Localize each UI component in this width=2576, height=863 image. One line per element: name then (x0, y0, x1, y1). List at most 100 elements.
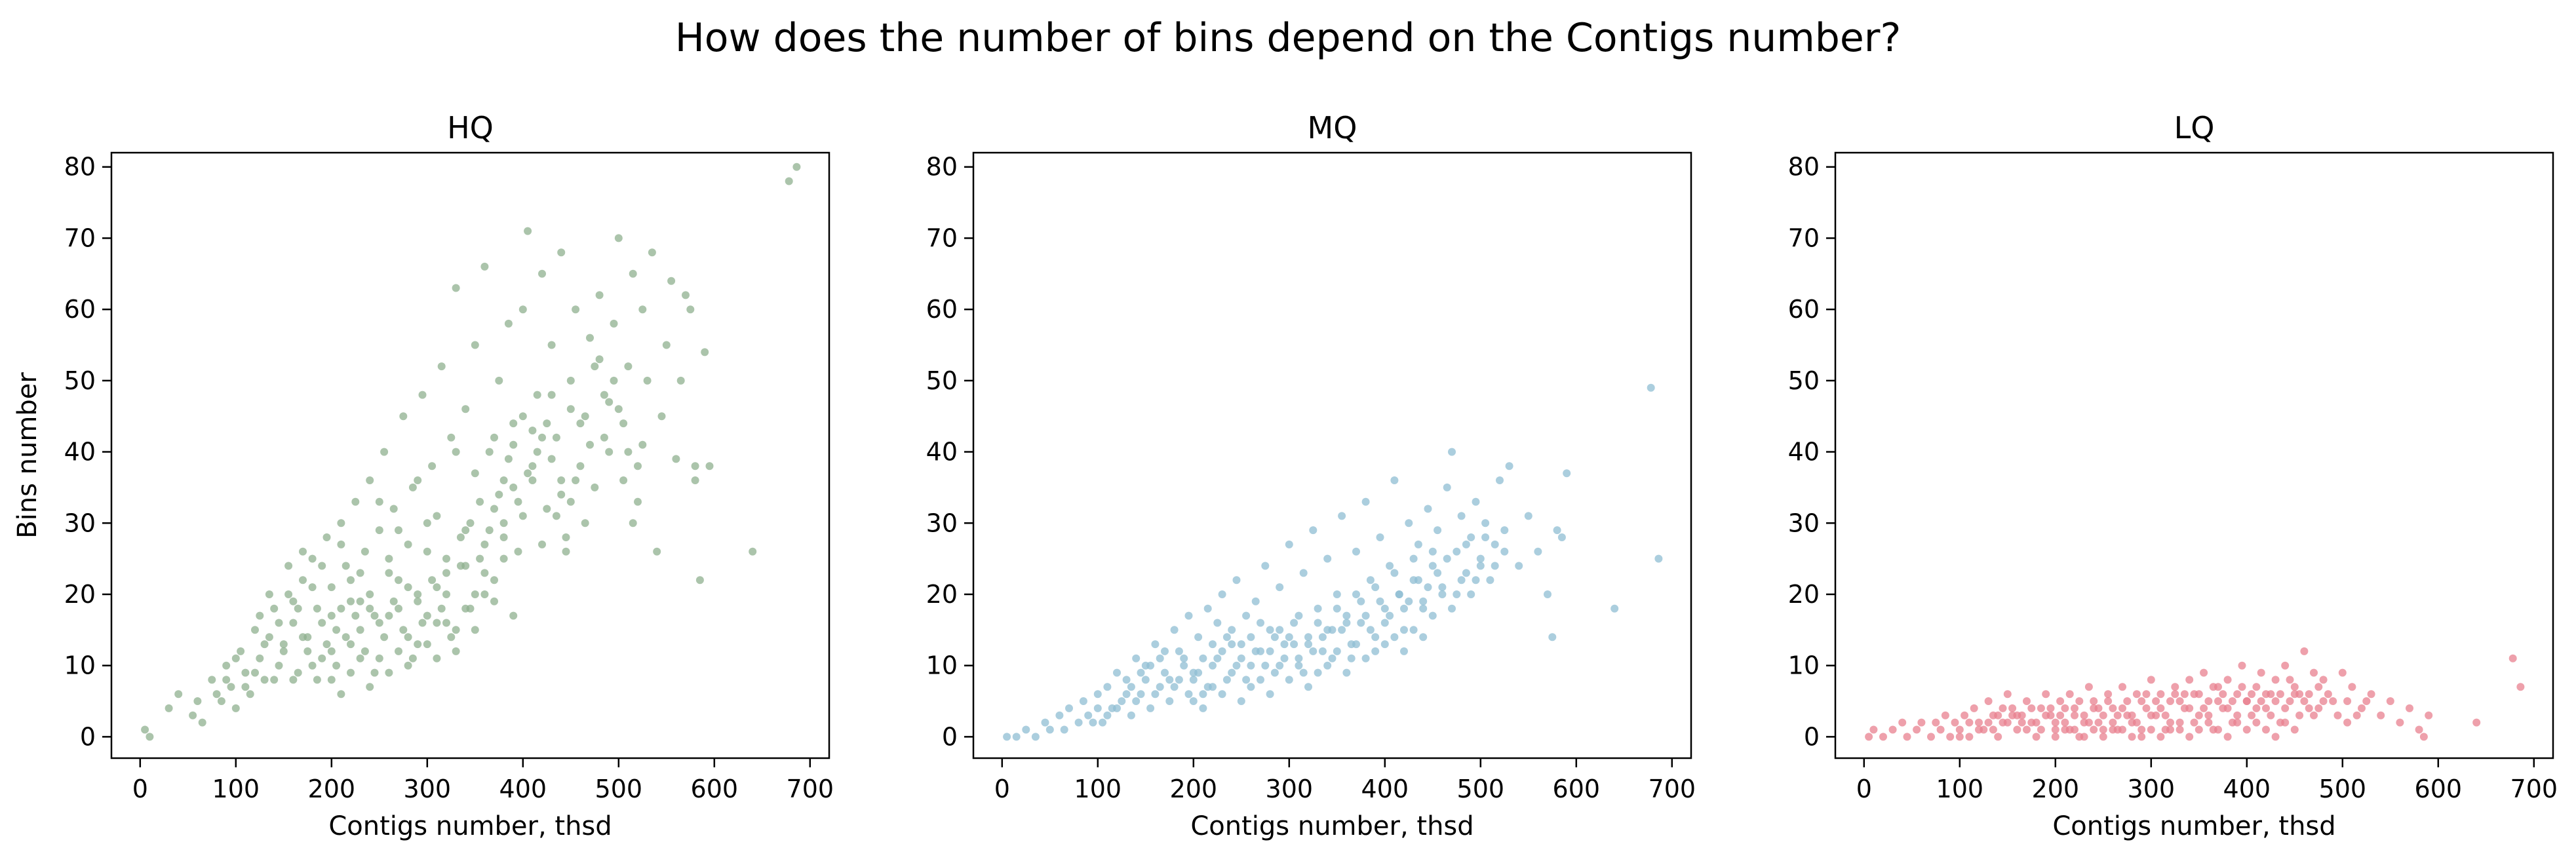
data-point (1405, 519, 1413, 527)
data-point (499, 533, 508, 541)
data-point (1443, 554, 1451, 563)
data-point (303, 647, 312, 655)
data-point (485, 526, 494, 535)
data-point (691, 462, 699, 470)
x-axis-label: Contigs number, thsd (1190, 811, 1473, 841)
data-point (490, 505, 498, 513)
data-point (2166, 725, 2174, 734)
data-point (237, 647, 245, 655)
data-point (366, 604, 374, 613)
data-point (1390, 476, 1399, 484)
x-tick-label: 400 (2223, 775, 2271, 803)
data-point (1380, 604, 1389, 613)
data-point (1913, 725, 1921, 734)
data-point (471, 626, 479, 634)
data-point (408, 654, 417, 662)
y-tick-label: 50 (64, 366, 96, 395)
data-point (2142, 704, 2151, 712)
data-point (2314, 704, 2323, 712)
data-point (2123, 697, 2132, 705)
data-point (634, 497, 642, 506)
data-point (624, 448, 633, 456)
data-point (1366, 626, 1375, 634)
data-point (1481, 519, 1490, 527)
data-point (1338, 512, 1346, 520)
data-point (2008, 704, 2017, 712)
data-point (2271, 697, 2280, 705)
data-point (538, 269, 546, 278)
data-point (490, 576, 498, 585)
data-point (701, 348, 709, 356)
data-point (395, 647, 402, 655)
data-point (2013, 725, 2021, 734)
panel-mq: 0 100 200 300 400 500 600 700 0 10 20 30 40 50 60 70 80 M… (926, 110, 1696, 841)
data-point (2080, 733, 2088, 741)
data-point (375, 497, 383, 506)
data-point (1371, 633, 1380, 642)
data-point (217, 697, 225, 705)
data-point (423, 519, 431, 527)
data-point (1079, 697, 1087, 705)
data-point (2310, 711, 2318, 719)
data-point (2233, 690, 2242, 699)
data-point (2008, 711, 2017, 719)
data-point (332, 626, 341, 634)
data-point (1156, 654, 1164, 662)
data-point (600, 391, 608, 399)
data-point (2056, 697, 2065, 705)
data-point (2137, 697, 2146, 705)
data-point (1476, 554, 1485, 563)
data-point (1965, 718, 1974, 727)
data-point (2406, 704, 2413, 712)
data-point (2137, 725, 2146, 734)
y-tick-label: 10 (64, 651, 96, 680)
data-point (1386, 562, 1394, 570)
data-point (337, 604, 345, 613)
data-point (1534, 547, 1542, 556)
x-tick-label: 600 (1553, 775, 1601, 803)
data-point (1647, 383, 1655, 392)
data-point (2152, 697, 2160, 705)
data-point (141, 725, 149, 734)
data-point (595, 355, 604, 364)
data-point (2314, 683, 2323, 691)
data-point (1462, 540, 1470, 548)
data-point (572, 305, 580, 314)
y-tick-label: 20 (926, 580, 958, 609)
data-point (1137, 668, 1145, 677)
y-tick-label: 60 (926, 295, 958, 324)
data-point (327, 611, 336, 620)
data-point (1879, 733, 1887, 741)
data-point (2185, 676, 2194, 684)
data-point (1285, 540, 1293, 548)
data-point (1338, 626, 1346, 634)
data-point (2319, 676, 2328, 684)
y-tick-label: 0 (80, 722, 96, 751)
data-point (476, 554, 484, 563)
data-point (785, 177, 793, 185)
data-point (2071, 711, 2078, 719)
data-point (2118, 704, 2126, 712)
x-axis-label: Contigs number, thsd (2052, 811, 2335, 841)
data-point (2415, 725, 2423, 734)
data-point (1898, 718, 1907, 727)
data-point (476, 497, 484, 506)
data-point (485, 448, 494, 456)
data-point (241, 668, 250, 677)
data-point (361, 647, 369, 655)
data-point (366, 683, 374, 691)
data-point (1218, 647, 1226, 655)
data-point (657, 412, 666, 421)
data-point (299, 576, 307, 585)
data-point (2329, 697, 2337, 705)
data-point (562, 547, 570, 556)
data-point (1276, 626, 1284, 634)
data-point (2094, 704, 2103, 712)
data-point (2180, 690, 2189, 699)
x-tick-label: 0 (1856, 775, 1872, 803)
data-point (1314, 604, 1322, 613)
data-point (1544, 590, 1551, 598)
data-point (2185, 733, 2194, 741)
data-point (212, 690, 221, 699)
x-tick-label: 200 (308, 775, 356, 803)
